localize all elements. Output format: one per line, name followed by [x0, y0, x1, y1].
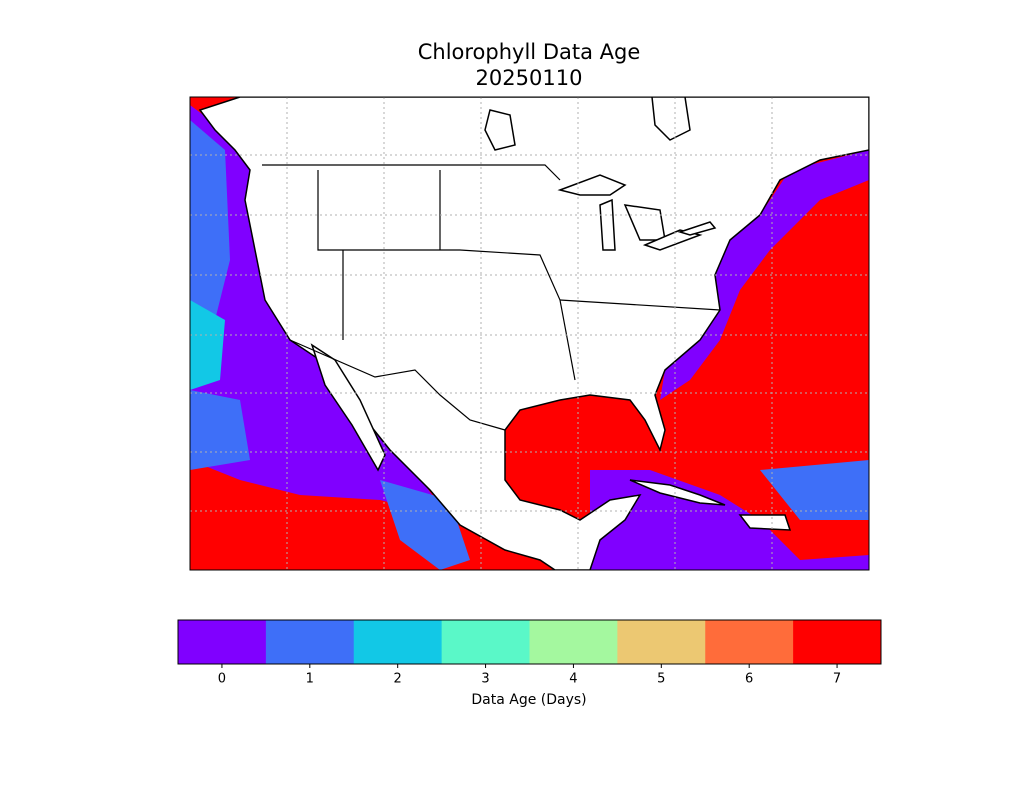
colorbar-segment — [353, 620, 443, 664]
tick-label: 2 — [394, 672, 402, 687]
map-frame — [189, 96, 870, 571]
tick-label: 4 — [569, 672, 577, 687]
lake — [557, 174, 627, 196]
graticule — [190, 97, 869, 570]
border — [289, 339, 506, 431]
colorbar: 0 1 2 3 4 5 6 7 — [177, 619, 882, 687]
ocean-region — [760, 460, 869, 520]
border — [317, 170, 576, 381]
ocean-region — [660, 150, 869, 400]
colorbar-label: Data Age (Days) — [471, 692, 586, 708]
border — [559, 299, 721, 311]
land — [738, 514, 792, 531]
tick-label: 1 — [306, 672, 314, 687]
tick-label: 7 — [833, 672, 841, 687]
border — [262, 164, 561, 181]
ocean-region — [190, 300, 225, 390]
lake — [677, 221, 717, 236]
ocean-region — [190, 390, 250, 470]
lake — [651, 97, 691, 141]
tick-label: 3 — [481, 672, 489, 687]
subtitle: 20250110 — [476, 66, 583, 90]
title: Chlorophyll Data Age — [418, 40, 641, 64]
land — [310, 343, 386, 472]
colorbar-frame — [177, 619, 882, 665]
tick-label: 0 — [218, 672, 226, 687]
colorbar-segment — [441, 620, 530, 664]
colorbar-segment — [178, 620, 267, 664]
tick-label: 6 — [745, 672, 753, 687]
land — [629, 479, 726, 506]
colorbar-segment — [705, 620, 794, 664]
colorbar-segment — [265, 620, 355, 664]
lake — [642, 229, 703, 251]
lake — [484, 109, 516, 151]
lake — [599, 198, 616, 251]
ocean-region — [590, 470, 869, 570]
colorbar-segment — [793, 620, 882, 664]
map-area — [190, 97, 869, 570]
ocean-region — [190, 120, 230, 340]
colorbar-segment — [617, 620, 706, 664]
colorbar-segment — [529, 620, 618, 664]
tick-label: 5 — [657, 672, 665, 687]
